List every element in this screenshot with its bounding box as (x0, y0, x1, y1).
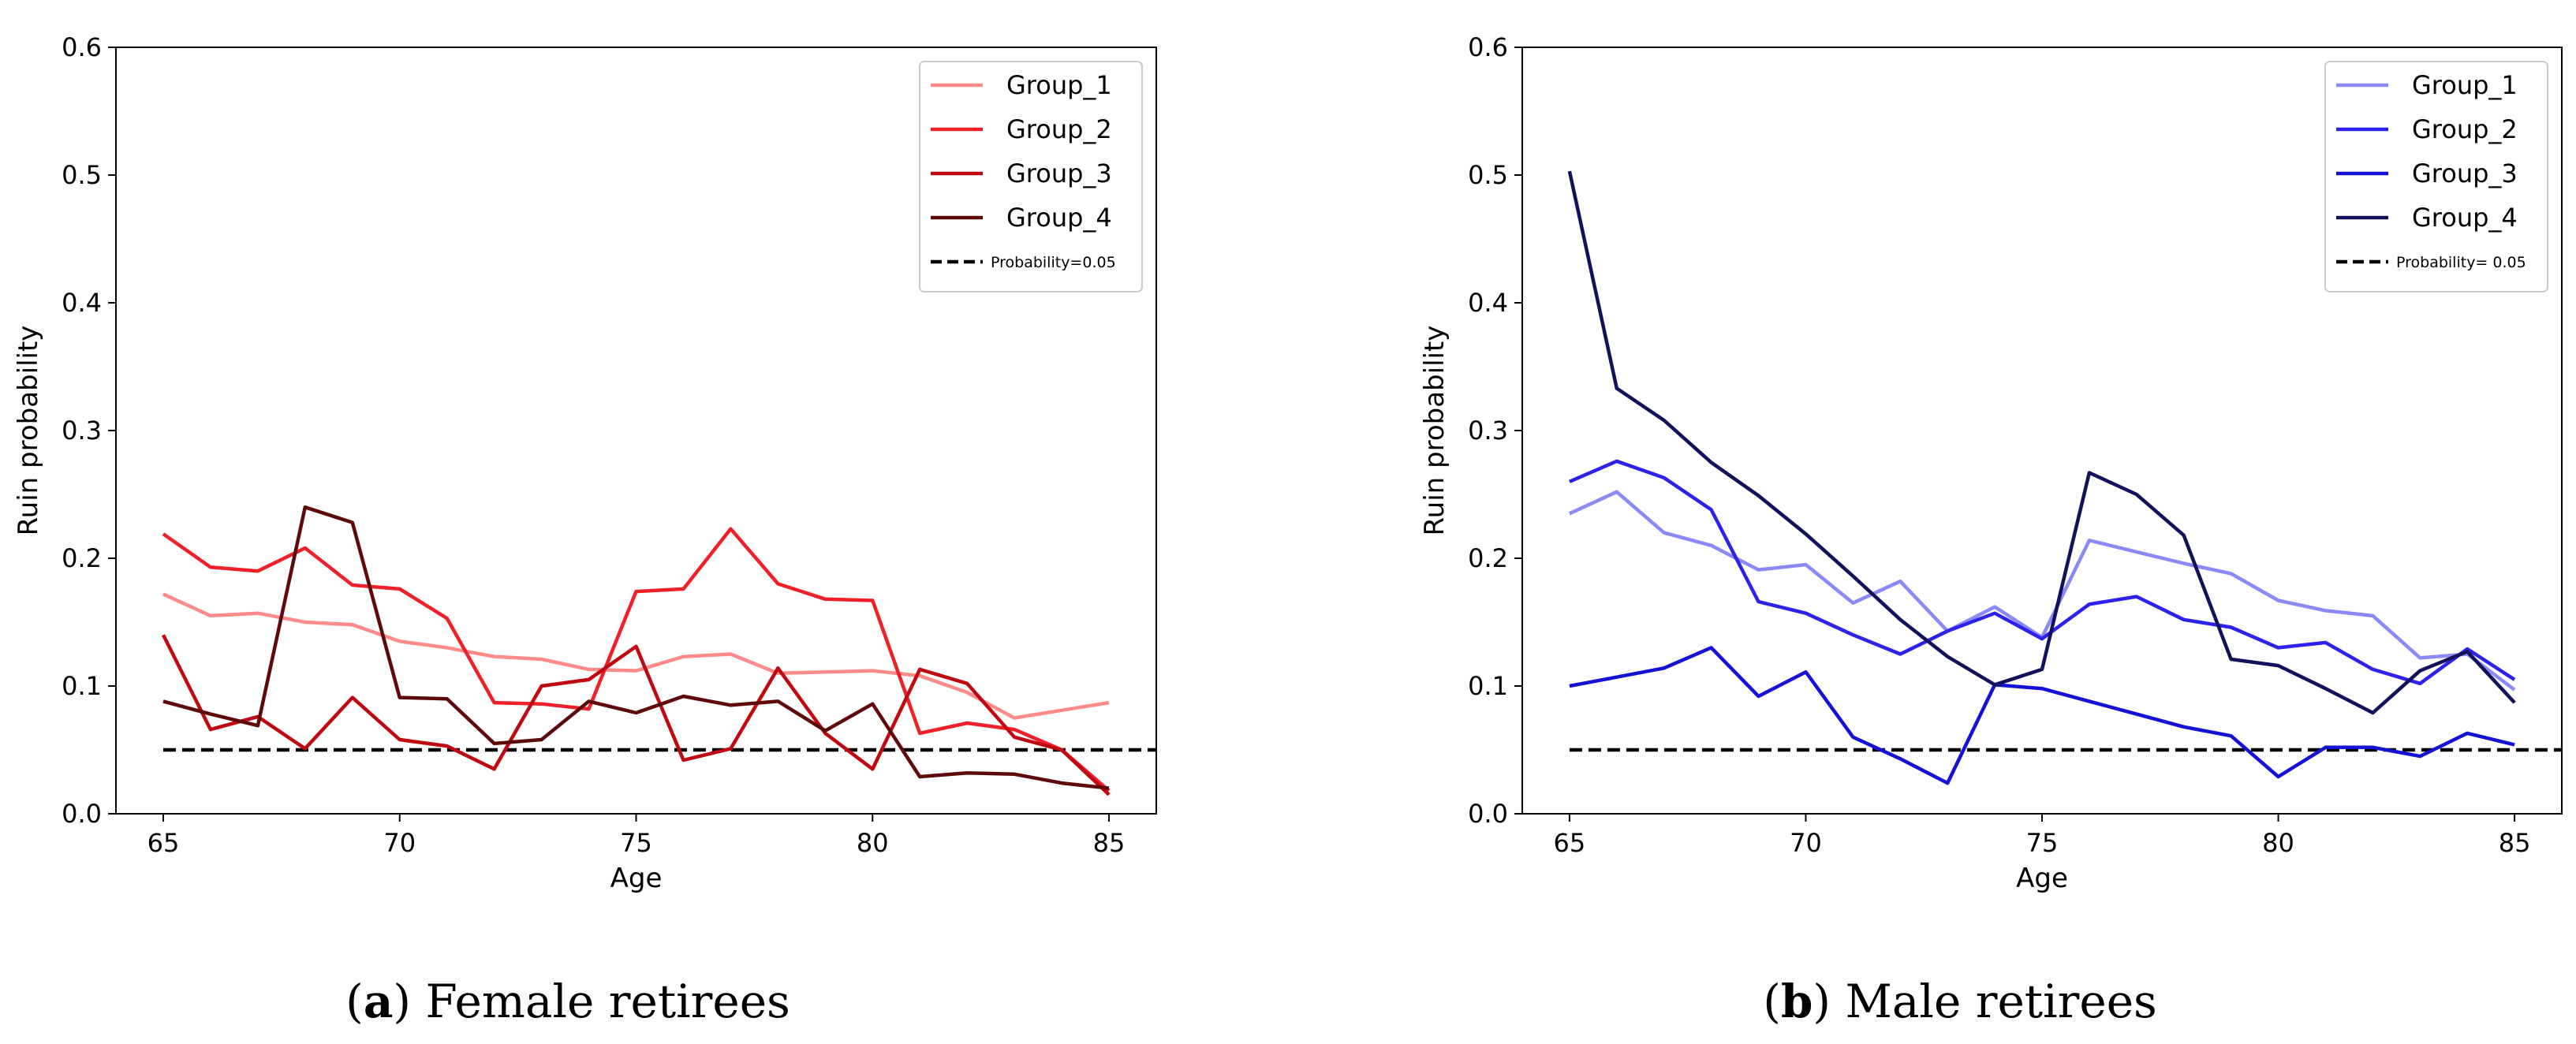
chart-panel-a: 0.0 0.1 0.2 0.3 0.4 0.5 0.6 65 70 75 80 85 Age Ruin p… (13, 32, 1157, 1028)
y-axis-label: Ruin probability (1419, 326, 1450, 536)
caption: (a) Female retirees (345, 975, 790, 1028)
series-line-group-2 (1569, 459, 2516, 686)
legend-label: Group_3 (2412, 158, 2518, 188)
legend-label: Group_2 (1006, 114, 1112, 144)
y-tick-label: 0.0 (62, 799, 102, 829)
caption-close-paren: ) (1813, 975, 1845, 1028)
series-line-group-2 (162, 527, 1111, 792)
legend-label: Group_4 (2412, 203, 2518, 233)
caption-text: Male retirees (1845, 975, 2156, 1028)
caption-open-paren: ( (345, 975, 364, 1028)
x-tick-label: 70 (1790, 828, 1822, 858)
series-line-group-3 (161, 634, 1111, 796)
series-line-group-4 (1567, 170, 2516, 715)
y-tick-label: 0.0 (1468, 799, 1508, 829)
caption-letter: b (1781, 975, 1813, 1028)
x-tick-label: 85 (2499, 828, 2531, 858)
legend-label: Group_3 (1006, 158, 1112, 188)
x-tick-label: 80 (2262, 828, 2294, 858)
x-axis-label: Age (2016, 863, 2068, 894)
x-axis-label: Age (610, 863, 663, 894)
legend-label-reference: Probability=0.05 (991, 254, 1116, 271)
legend-box (2324, 61, 2548, 293)
y-axis-label: Ruin probability (13, 326, 44, 536)
y-tick-label: 0.5 (62, 160, 102, 190)
y-tick-label: 0.1 (62, 671, 102, 701)
x-tick-label: 65 (1554, 828, 1586, 858)
y-tick-label: 0.6 (62, 32, 102, 62)
x-tick-label: 80 (857, 828, 889, 858)
legend-label: Group_1 (1006, 70, 1112, 100)
y-tick-label: 0.5 (1468, 160, 1508, 190)
y-tick-label: 0.4 (62, 288, 102, 318)
series-line-group-1 (162, 592, 1110, 720)
legend-label: Group_1 (2412, 70, 2518, 100)
caption-text: Female retirees (425, 975, 790, 1028)
caption-close-paren: ) (393, 975, 425, 1028)
x-tick-label: 85 (1093, 828, 1126, 858)
series-line-group-3 (1569, 646, 2515, 785)
legend: Group_1 Group_2 Group_3 Group_4 Probability=… (919, 61, 1143, 293)
caption: (b) Male retirees (1763, 975, 2157, 1028)
legend-label-reference: Probability= 0.05 (2396, 254, 2526, 271)
y-tick-label: 0.2 (62, 543, 102, 573)
x-tick-label: 65 (147, 828, 180, 858)
legend: Group_1 Group_2 Group_3 Group_4 Probability=… (2324, 61, 2548, 293)
y-tick-label: 0.1 (1468, 671, 1508, 701)
y-tick-label: 0.3 (1468, 416, 1508, 446)
legend-label: Group_2 (2412, 114, 2518, 144)
x-tick-label: 70 (383, 828, 416, 858)
y-tick-label: 0.6 (1468, 32, 1508, 62)
x-tick-label: 75 (620, 828, 652, 858)
y-tick-label: 0.2 (1468, 543, 1508, 573)
legend-box (919, 61, 1143, 293)
y-tick-label: 0.4 (1468, 288, 1508, 318)
caption-letter: a (364, 975, 394, 1028)
legend-label: Group_4 (1006, 203, 1112, 233)
caption-open-paren: ( (1763, 975, 1781, 1028)
series-line-group-4 (162, 505, 1110, 790)
x-tick-label: 75 (2026, 828, 2059, 858)
chart-panel-b: 0.0 0.1 0.2 0.3 0.4 0.5 0.6 65 70 75 80 85 Age Ruin p… (1419, 32, 2563, 1028)
y-tick-label: 0.3 (62, 416, 102, 446)
